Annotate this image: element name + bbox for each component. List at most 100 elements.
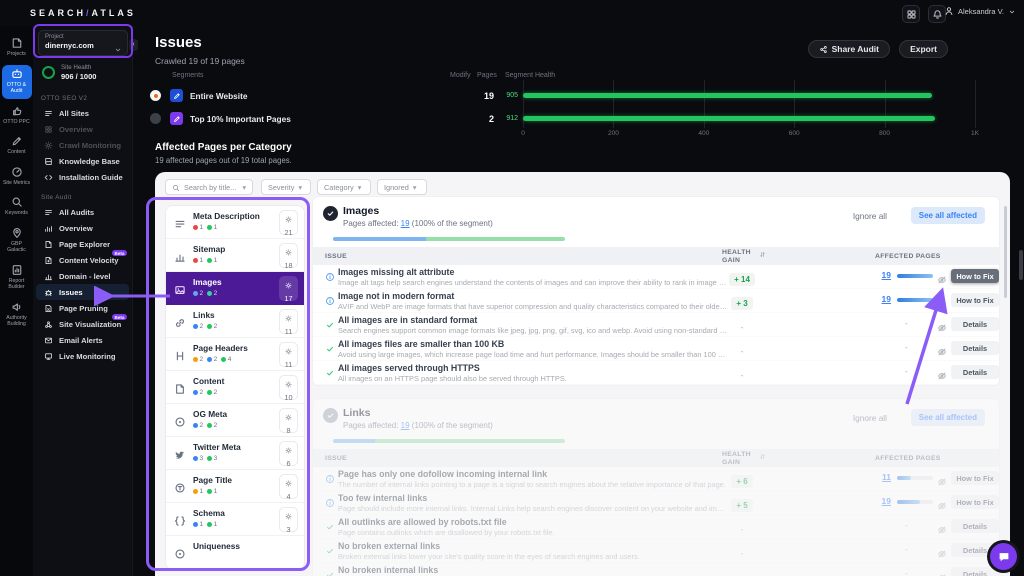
rail-item-gbp-galactic[interactable]: GBP Galactic [2, 224, 32, 258]
affected-pages-link[interactable]: 19 [881, 270, 891, 280]
sidebar-item-content-velocity[interactable]: Content Velocity Beta [36, 250, 129, 268]
ignore-issue-eye-off-icon[interactable] [937, 473, 947, 491]
ignore-issue-eye-off-icon[interactable] [937, 521, 947, 539]
category-item-schema[interactable]: Schema 1 1 3 [166, 503, 304, 536]
rail-item-content[interactable]: Content [2, 132, 32, 160]
details-button[interactable]: Details [951, 567, 999, 576]
category-item-page-headers[interactable]: Page Headers 2 2 4 11 [166, 338, 304, 371]
ignore-issue-eye-off-icon[interactable] [937, 497, 947, 515]
category-ignore-count[interactable]: 6 [279, 441, 298, 468]
rail-item-otto-audit[interactable]: OTTO & Audit [1, 64, 32, 99]
sidebar-item-page-pruning[interactable]: Page Pruning [36, 300, 129, 316]
search-input[interactable]: Search by title... ▾ [165, 179, 253, 195]
severity-badge: 2 [207, 290, 217, 297]
ignore-issue-eye-off-icon[interactable] [937, 319, 947, 337]
segment-modify-button[interactable] [170, 89, 183, 102]
ignore-issue-eye-off-icon[interactable] [937, 367, 947, 385]
rail-item-keywords[interactable]: Keywords [2, 193, 32, 221]
see-all-affected-button[interactable]: See all affected [910, 409, 985, 426]
eyeoff-icon [938, 478, 946, 486]
category-ignore-count[interactable]: 4 [279, 474, 298, 501]
ignore-issue-eye-off-icon[interactable] [937, 343, 947, 361]
category-item-sitemap[interactable]: Sitemap 1 1 18 [166, 239, 304, 272]
category-item-og-meta[interactable]: OG Meta 2 2 8 [166, 404, 304, 437]
page-scrollbar[interactable] [1019, 250, 1023, 280]
rail-item-projects[interactable]: Projects [2, 34, 32, 62]
ignore-issue-eye-off-icon[interactable] [937, 545, 947, 563]
sidebar-item-page-explorer[interactable]: Page Explorer [36, 236, 129, 252]
export-button[interactable]: Export [899, 40, 948, 58]
rail-item-report-builder[interactable]: Report Builder [2, 261, 32, 295]
category-ignore-count[interactable]: 18 [279, 243, 298, 270]
details-button[interactable]: Details [951, 317, 999, 331]
category-ignore-count[interactable]: 8 [279, 408, 298, 435]
ignore-all-button[interactable]: Ignore all [852, 211, 887, 221]
sidebar-item-live-monitoring[interactable]: Live Monitoring [36, 348, 129, 364]
user-menu[interactable]: Aleksandra V. [944, 6, 1016, 16]
apps-grid-button[interactable] [902, 5, 920, 23]
rail-item-authority-building[interactable]: Authority Building [2, 298, 32, 332]
segment-radio[interactable] [150, 113, 161, 124]
category-item-meta-description[interactable]: Meta Description 1 1 21 [166, 206, 304, 239]
project-selector[interactable]: Project dinernyc.com [38, 30, 128, 56]
issue-row: All images are in standard format Search … [313, 313, 999, 337]
see-all-affected-button[interactable]: See all affected [910, 207, 985, 224]
category-item-images[interactable]: Images 2 2 17 [166, 272, 304, 305]
sidebar-item-crawl-monitoring[interactable]: Crawl Monitoring [36, 137, 129, 153]
category-ignore-count[interactable]: 11 [279, 342, 298, 369]
category-ignore-count[interactable]: 11 [279, 309, 298, 336]
ignored-filter[interactable]: Ignored ▾ [377, 179, 427, 195]
severity-filter[interactable]: Severity ▾ [261, 179, 311, 195]
category-item-uniqueness[interactable]: Uniqueness [166, 536, 304, 569]
pages-affected-link[interactable]: 19 [400, 219, 410, 228]
category-item-page-title[interactable]: Page Title 1 1 4 [166, 470, 304, 503]
sidebar-item-installation-guide[interactable]: Installation Guide [36, 169, 129, 185]
notifications-button[interactable] [928, 5, 946, 23]
sidebar-item-all-sites[interactable]: All Sites [36, 105, 129, 121]
sidebar-item-overview[interactable]: Overview [36, 220, 129, 236]
check-icon [327, 524, 333, 530]
ignore-issue-eye-off-icon[interactable] [937, 295, 947, 313]
affected-pages-link[interactable]: 19 [881, 496, 891, 506]
segment-radio[interactable] [150, 90, 161, 101]
affected-pages-link[interactable]: 19 [881, 294, 891, 304]
sidebar-item-all-audits[interactable]: All Audits [36, 204, 129, 220]
details-button[interactable]: Details [951, 341, 999, 355]
sidebar-item-email-alerts[interactable]: Email Alerts [36, 332, 129, 348]
category-item-twitter-meta[interactable]: Twitter Meta 3 3 6 [166, 437, 304, 470]
how-to-fix-button[interactable]: How to Fix [951, 269, 999, 283]
category-ignore-count[interactable]: 17 [279, 276, 298, 303]
how-to-fix-button[interactable]: How to Fix [951, 293, 999, 307]
sidebar-item-knowledge-base[interactable]: Knowledge Base [36, 153, 129, 169]
details-button[interactable]: Details [951, 543, 999, 557]
how-to-fix-button[interactable]: How to Fix [951, 495, 999, 509]
segment-modify-button[interactable] [170, 112, 183, 125]
sidebar-collapse-button[interactable]: ‹ [129, 39, 138, 51]
issue-row: Images missing alt attribute Image alt ta… [313, 265, 999, 289]
details-button[interactable]: Details [951, 519, 999, 533]
sidebar-item-site-visualization[interactable]: Site Visualization Beta [36, 314, 129, 332]
share-audit-button[interactable]: Share Audit [807, 40, 890, 58]
title-icon [175, 483, 185, 493]
sidebar-item-issues[interactable]: Issues [36, 284, 129, 300]
rail-item-otto-ppc[interactable]: OTTO PPC [2, 102, 32, 130]
details-button[interactable]: Details [951, 365, 999, 379]
sidebar-item-domain-level[interactable]: Domain - level [36, 268, 129, 284]
how-to-fix-button[interactable]: How to Fix [951, 471, 999, 485]
category-ignore-count[interactable]: 10 [279, 375, 298, 402]
chat-button[interactable] [990, 543, 1017, 570]
sidebar-item-overview[interactable]: Overview [36, 121, 129, 137]
rail-item-site-metrics[interactable]: Site Metrics [2, 163, 32, 191]
ignore-all-button[interactable]: Ignore all [852, 413, 887, 423]
pages-affected-link[interactable]: 19 [400, 421, 410, 430]
ignore-issue-eye-off-icon[interactable] [937, 271, 947, 289]
ignore-issue-eye-off-icon[interactable] [937, 569, 947, 576]
panel-scrollbar[interactable] [1003, 206, 1007, 298]
affected-pages-link[interactable]: 11 [882, 472, 891, 482]
category-ignore-count[interactable]: 3 [279, 507, 298, 534]
category-item-links[interactable]: Links 2 2 11 [166, 305, 304, 338]
category-filter[interactable]: Category ▾ [317, 179, 371, 195]
category-ignore-count[interactable]: 21 [279, 210, 298, 237]
issues-panel: Search by title... ▾ Severity ▾ Category ▾… [155, 172, 1010, 576]
category-item-content[interactable]: Content 2 2 10 [166, 371, 304, 404]
